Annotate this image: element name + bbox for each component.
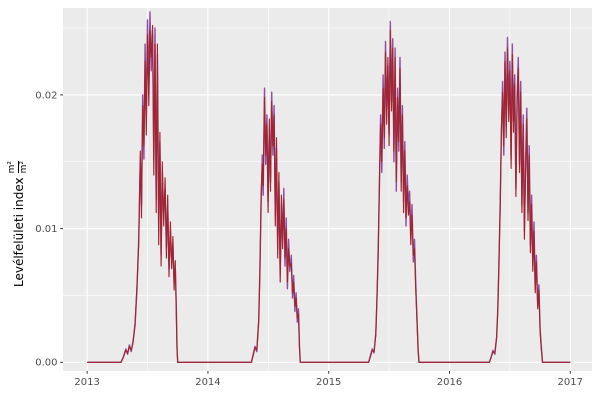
x-tick-label: 2015 (316, 377, 341, 388)
y-tick-label: 0.02 (35, 90, 57, 101)
x-tick-label: 2017 (558, 377, 583, 388)
fraction-numerator: m² (7, 161, 17, 174)
x-tick-label: 2014 (195, 377, 220, 388)
red-series-line (87, 24, 571, 363)
x-tick-label: 2016 (437, 377, 462, 388)
y-tick-label: 0.00 (35, 358, 57, 369)
x-tick-label: 2013 (74, 377, 99, 388)
fraction-denominator: m² (19, 161, 29, 174)
y-axis-title: Levélfelületi index m² m² (7, 161, 29, 287)
y-axis-title-fraction: m² m² (7, 161, 29, 174)
y-tick-label: 0.01 (35, 224, 57, 235)
y-axis-title-text: Levélfelületi index (11, 177, 26, 287)
